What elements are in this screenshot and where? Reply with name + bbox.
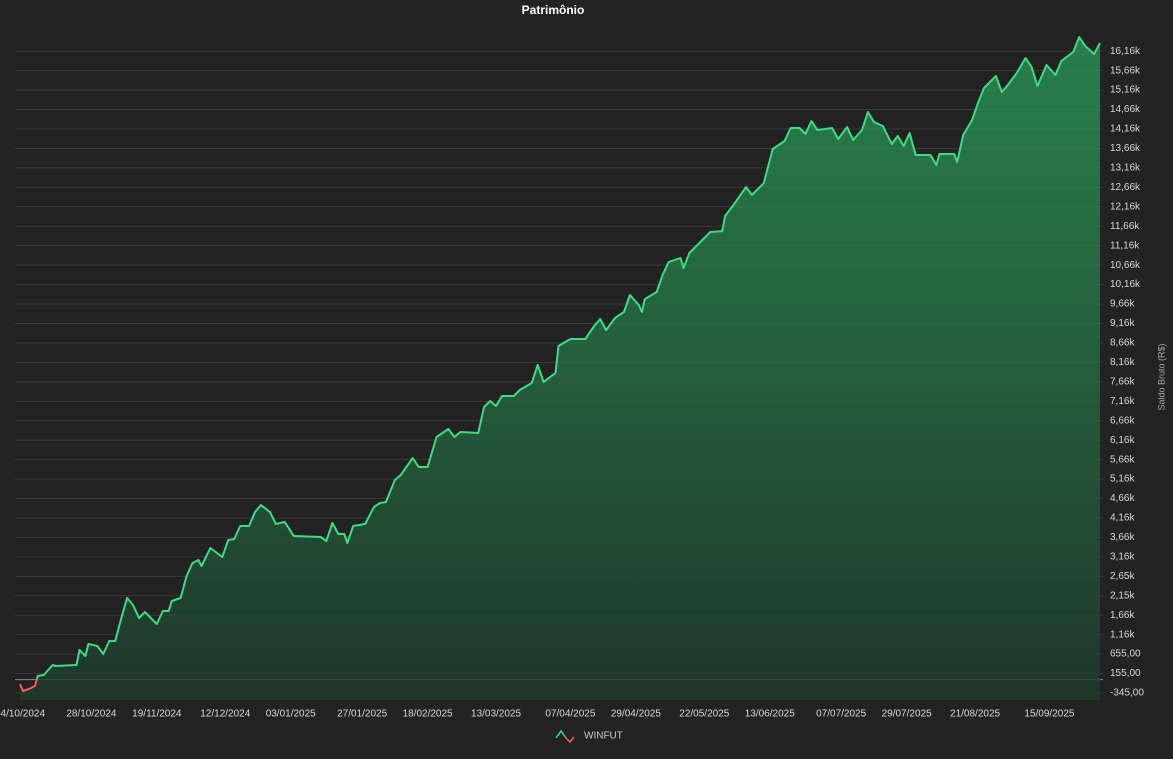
y-tick-label: 5,66k	[1110, 454, 1135, 465]
x-tick-label: 07/07/2025	[816, 709, 866, 720]
legend-icon	[565, 736, 575, 744]
y-tick-label: 12,16k	[1110, 201, 1141, 212]
y-tick-label: 1,16k	[1110, 629, 1135, 640]
line	[19, 36, 1101, 692]
y-tick-label: 7,66k	[1110, 376, 1135, 387]
x-tick-label: 21/08/2025	[950, 709, 1000, 720]
y-tick-label: 11,66k	[1110, 221, 1140, 232]
y-tick-label: 10,66k	[1110, 260, 1141, 271]
y-tick-label: 655,00	[1110, 649, 1141, 660]
y-tick-label: 155,00	[1110, 668, 1141, 679]
y-tick-label: 14,16k	[1110, 124, 1141, 135]
x-tick-label: 03/01/2025	[266, 709, 316, 720]
legend-label: WINFUT	[584, 731, 623, 742]
x-tick-label: 04/10/2024	[0, 709, 45, 720]
y-tick-label: 7,16k	[1110, 396, 1135, 407]
y-tick-label: 3,16k	[1110, 551, 1135, 562]
y-tick-label: 15,16k	[1110, 85, 1141, 96]
legend: WINFUT	[555, 729, 623, 744]
x-tick-label: 19/11/2024	[132, 709, 182, 720]
y-tick-label: 9,16k	[1110, 318, 1135, 329]
y-tick-label: 16,16k	[1110, 46, 1141, 57]
y-tick-label: 11,16k	[1110, 240, 1140, 251]
y-tick-label: 15,66k	[1110, 65, 1141, 76]
y-tick-label: 9,66k	[1110, 299, 1135, 310]
legend-icon	[555, 729, 567, 739]
x-tick-label: 28/10/2024	[66, 709, 116, 720]
y-tick-label: 13,66k	[1110, 143, 1141, 154]
y-tick-label: 6,16k	[1110, 435, 1135, 446]
y-tick-label: 3,66k	[1110, 532, 1135, 543]
x-tick-label: 15/09/2025	[1024, 709, 1074, 720]
y-tick-label: -345,00	[1110, 688, 1144, 699]
y-tick-label: 12,66k	[1110, 182, 1141, 193]
x-tick-label: 29/04/2025	[611, 709, 661, 720]
y-tick-label: 10,16k	[1110, 279, 1141, 290]
x-tick-label: 12/12/2024	[200, 709, 250, 720]
y-tick-label: 5,16k	[1110, 474, 1135, 485]
y-tick-label: 8,66k	[1110, 338, 1135, 349]
y-tick-label: 2,15k	[1110, 590, 1135, 601]
y-tick-label: 14,66k	[1110, 104, 1141, 115]
y-tick-label: 4,66k	[1110, 493, 1135, 504]
y-tick-label: 2,65k	[1110, 571, 1135, 582]
x-tick-label: 29/07/2025	[882, 709, 932, 720]
y-tick-label: 6,66k	[1110, 415, 1135, 426]
x-tick-label: 07/04/2025	[545, 709, 595, 720]
y-axis-label: Saldo Bruto (R$)	[1156, 343, 1166, 410]
y-tick-label: 8,16k	[1110, 357, 1135, 368]
chart-title: Patrimônio	[522, 3, 585, 17]
x-tick-label: 18/02/2025	[403, 709, 453, 720]
x-tick-label: 13/06/2025	[745, 709, 795, 720]
y-tick-label: 13,16k	[1110, 163, 1141, 174]
x-tick-label: 22/05/2025	[679, 709, 729, 720]
x-tick-label: 13/03/2025	[471, 709, 521, 720]
y-tick-label: 4,16k	[1110, 513, 1135, 524]
x-tick-label: 27/01/2025	[337, 709, 387, 720]
area	[20, 37, 1100, 700]
y-tick-label: 1,66k	[1110, 610, 1135, 621]
